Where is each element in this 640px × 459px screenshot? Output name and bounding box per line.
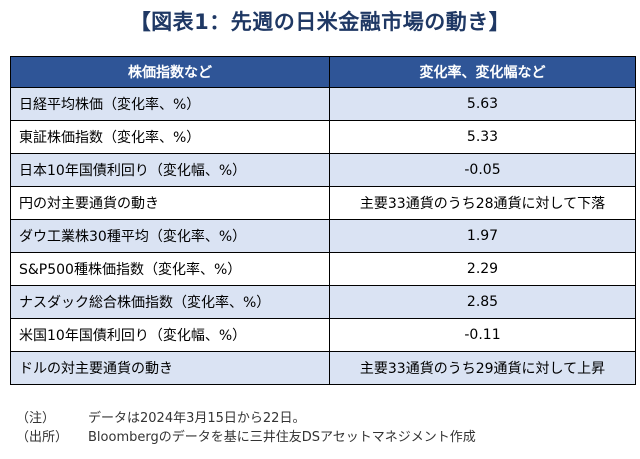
table-row: ドルの対主要通貨の動き 主要33通貨のうち29通貨に対して上昇 — [10, 351, 636, 385]
row-label: ダウ工業株30種平均（変化率、%） — [10, 219, 330, 253]
table-header-row: 株価指数など 変化率、変化幅など — [10, 56, 636, 88]
row-label: 米国10年国債利回り（変化幅、%） — [10, 318, 330, 352]
note-text: データは2024年3月15日から22日。 — [88, 411, 306, 426]
row-value: 5.33 — [329, 120, 636, 154]
row-value: 1.97 — [329, 219, 636, 253]
row-label: ナスダック総合株価指数（変化率、%） — [10, 285, 330, 319]
column-header-index: 株価指数など — [10, 56, 330, 88]
row-value: 2.85 — [329, 285, 636, 319]
row-label: 東証株価指数（変化率、%） — [10, 120, 330, 154]
table-row: 日本10年国債利回り（変化幅、%） -0.05 — [10, 153, 636, 187]
row-label: S&P500種株価指数（変化率、%） — [10, 252, 330, 286]
row-value: -0.05 — [329, 153, 636, 187]
table-row: 日経平均株価（変化率、%） 5.63 — [10, 87, 636, 121]
table-row: 米国10年国債利回り（変化幅、%） -0.11 — [10, 318, 636, 352]
row-value: -0.11 — [329, 318, 636, 352]
note-row: （注） データは2024年3月15日から22日。 — [16, 409, 476, 428]
row-value: 5.63 — [329, 87, 636, 121]
row-value: 主要33通貨のうち29通貨に対して上昇 — [329, 351, 636, 385]
table-row: ナスダック総合株価指数（変化率、%） 2.85 — [10, 285, 636, 319]
source-row: （出所） Bloombergのデータを基に三井住友DSアセットマネジメント作成 — [16, 428, 476, 447]
source-label: （出所） — [16, 430, 69, 445]
table-row: ダウ工業株30種平均（変化率、%） 1.97 — [10, 219, 636, 253]
column-header-change: 変化率、変化幅など — [329, 56, 636, 88]
row-label: 日本10年国債利回り（変化幅、%） — [10, 153, 330, 187]
table-row: 円の対主要通貨の動き 主要33通貨のうち28通貨に対して下落 — [10, 186, 636, 220]
row-label: ドルの対主要通貨の動き — [10, 351, 330, 385]
note-label: （注） — [16, 411, 56, 426]
row-value: 2.29 — [329, 252, 636, 286]
table-row: 東証株価指数（変化率、%） 5.33 — [10, 120, 636, 154]
source-text: Bloombergのデータを基に三井住友DSアセットマネジメント作成 — [88, 430, 476, 445]
row-label: 円の対主要通貨の動き — [10, 186, 330, 220]
market-table: 株価指数など 変化率、変化幅など 日経平均株価（変化率、%） 5.63 東証株価… — [10, 56, 636, 385]
row-value: 主要33通貨のうち28通貨に対して下落 — [329, 186, 636, 220]
footnotes: （注） データは2024年3月15日から22日。 （出所） Bloombergの… — [16, 409, 476, 447]
page-title: 【図表1：先週の日米金融市場の動き】 — [129, 10, 511, 34]
row-label: 日経平均株価（変化率、%） — [10, 87, 330, 121]
table-row: S&P500種株価指数（変化率、%） 2.29 — [10, 252, 636, 286]
